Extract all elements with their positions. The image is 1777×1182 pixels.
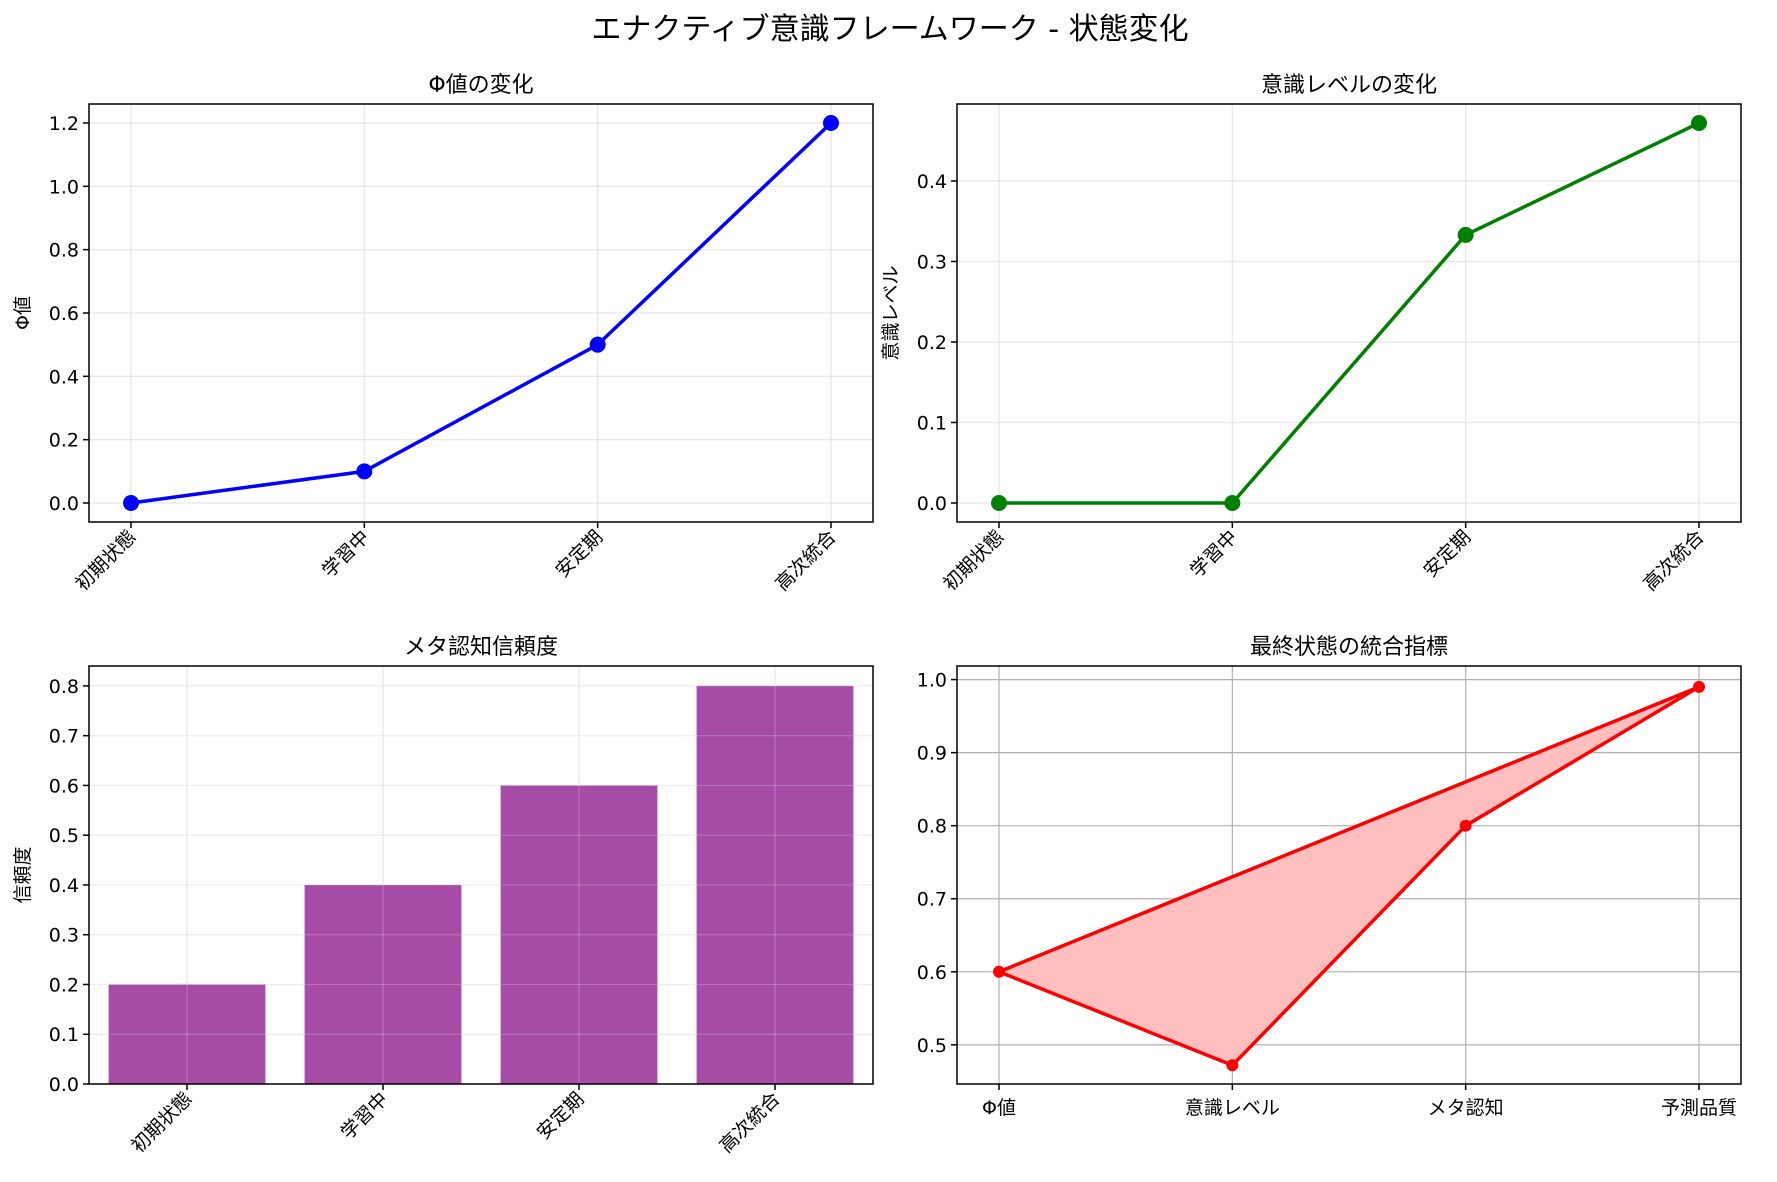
y-tick-label: 0.0: [917, 493, 947, 515]
x-tick-label: 予測品質: [1661, 1097, 1737, 1119]
y-tick-label: 0.2: [49, 974, 79, 996]
y-tick-label: 0.9: [917, 743, 947, 765]
y-tick-label: 0.8: [49, 240, 79, 262]
data-point-1: [356, 463, 373, 480]
y-tick-label: 0.4: [49, 875, 79, 897]
y-tick-label: 0.2: [917, 332, 947, 354]
x-tick-label: 意識レベル: [1185, 1097, 1280, 1119]
figure-title: エナクティブ意識フレームワーク - 状態変化: [591, 12, 1188, 47]
y-axis-label: Φ値: [12, 296, 34, 330]
data-point-3: [1693, 680, 1705, 693]
y-tick-label: 0.5: [917, 1035, 947, 1057]
y-tick-label: 1.0: [49, 176, 79, 198]
y-tick-label: 0.4: [49, 366, 79, 388]
data-point-0: [123, 495, 139, 511]
data-point-0: [991, 495, 1007, 511]
data-point-2: [1459, 819, 1472, 832]
y-axis-label: 信頼度: [12, 846, 34, 903]
y-tick-label: 0.3: [917, 251, 947, 273]
data-point-3: [823, 115, 839, 131]
y-tick-label: 0.7: [49, 726, 79, 748]
data-point-2: [589, 336, 606, 353]
final-state-integration-chart: 0.5 0.6 0.7 0.8 0.9 1.0 Φ値 意識レベル メタ認知 予測品質 最終状態の統合…: [917, 635, 1742, 1119]
y-tick-label: 0.0: [49, 1074, 79, 1096]
y-tick-label: 0.1: [49, 1024, 79, 1046]
plot-frame: [956, 103, 1742, 523]
y-tick-label: 1.2: [49, 113, 79, 135]
y-tick-label: 0.6: [49, 775, 79, 797]
data-point-0: [993, 965, 1005, 978]
y-tick-label: 0.7: [917, 889, 947, 911]
y-tick-label: 0.6: [49, 303, 79, 325]
y-tick-label: 0.0: [49, 493, 79, 515]
bar-2: [500, 785, 658, 1084]
y-tick-label: 1.0: [917, 670, 947, 692]
y-tick-label: 0.6: [917, 962, 947, 984]
y-tick-label: 0.5: [49, 825, 79, 847]
chart-title: 最終状態の統合指標: [1250, 635, 1448, 660]
chart-title: Φ値の変化: [428, 73, 533, 98]
area-fill: [999, 686, 1699, 1066]
data-point-3: [1691, 115, 1707, 131]
data-point-1: [1226, 1059, 1239, 1072]
chart-title: メタ認知信頼度: [404, 635, 558, 660]
y-tick-label: 0.2: [49, 430, 79, 452]
bar-3: [696, 685, 854, 1084]
y-tick-label: 0.8: [49, 676, 79, 698]
x-tick-label: メタ認知: [1428, 1097, 1504, 1119]
bar-1: [304, 884, 462, 1084]
x-tick-label: Φ値: [982, 1097, 1016, 1119]
y-tick-label: 0.4: [917, 171, 947, 193]
plot-frame: [88, 665, 874, 1085]
y-tick-label: 0.3: [49, 925, 79, 947]
bar-0: [108, 984, 266, 1084]
chart-title: 意識レベルの変化: [1261, 73, 1437, 98]
y-axis-label: 意識レベル: [880, 265, 902, 360]
data-point-2: [1457, 226, 1474, 243]
series-line: [130, 121, 833, 505]
plot-frame: [956, 665, 1742, 1085]
y-tick-label: 0.1: [917, 412, 947, 434]
data-point-1: [1224, 495, 1241, 511]
series-line: [999, 121, 1700, 505]
y-tick-label: 0.8: [917, 816, 947, 838]
